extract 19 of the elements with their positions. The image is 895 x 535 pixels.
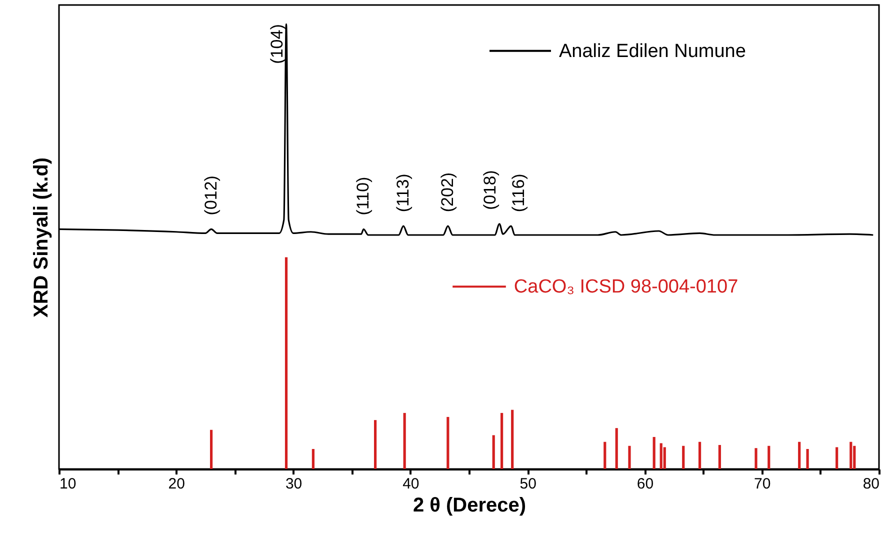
annotation: (018)	[480, 170, 500, 210]
x-tick-label: 60	[636, 476, 654, 492]
annotation: (116)	[509, 174, 528, 212]
x-tick-label: 20	[168, 476, 185, 492]
legend-label: Analiz Edilen Numune	[559, 40, 746, 62]
annotation: (202)	[438, 172, 457, 212]
annotation: (110)	[354, 176, 373, 216]
x-tick-label: 80	[862, 476, 880, 492]
x-tick-label: 70	[754, 476, 771, 492]
y-axis-title: XRD Sinyali (k.d)	[30, 157, 52, 318]
annotation: (113)	[393, 174, 412, 212]
annotation: (012)	[201, 176, 220, 216]
x-tick-label: 40	[402, 476, 420, 492]
annotation: (104)	[267, 24, 286, 64]
legend-label: CaCO₃ ICSD 98-004-0107	[514, 276, 738, 298]
x-axis-title: 2 θ (Derece)	[412, 494, 526, 516]
x-tick-label: 10	[60, 476, 76, 492]
x-tick-label: 50	[520, 476, 536, 492]
x-tick-label: 30	[285, 476, 302, 492]
